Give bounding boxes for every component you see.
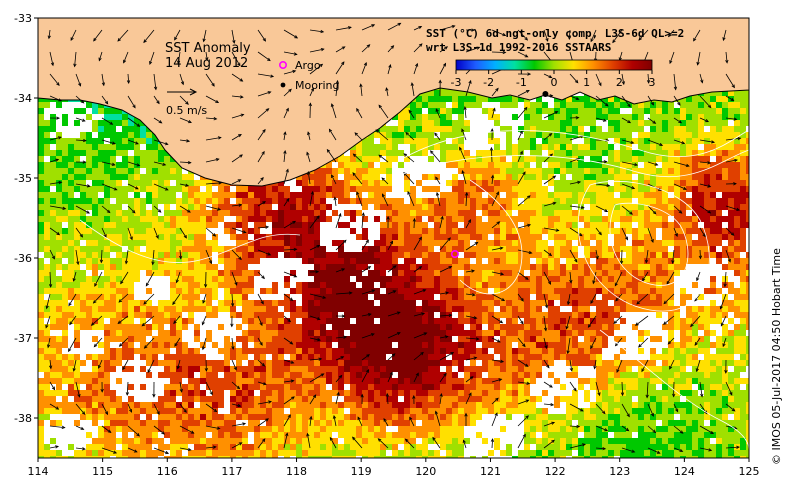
x-tick-label: 116 (157, 465, 178, 478)
colorbar: -3 -2 -1 0 1 2 3 (451, 59, 656, 89)
y-tick-label: -37 (14, 332, 32, 345)
map-date: 14 Aug 2012 (165, 56, 248, 71)
y-tick-label: -34 (14, 92, 32, 105)
vector-scale-label: 0.5 m/s (166, 104, 207, 117)
header-line-2: wrt L3S-1d 1992-2016 SSTAARS (426, 41, 611, 54)
mooring-legend-label: Mooring (295, 79, 339, 92)
y-tick-label: -35 (14, 172, 32, 185)
header-line-1: SST (°C) 6d ngt-only comp, L3S-6d QL>=2 (426, 27, 684, 40)
colorbar-tick-label: -1 (516, 76, 527, 89)
x-tick-label: 118 (286, 465, 307, 478)
x-tick-label: 121 (480, 465, 501, 478)
x-tick-label: 115 (92, 465, 113, 478)
y-tick-label: -36 (14, 252, 32, 265)
x-tick-label: 125 (739, 465, 760, 478)
y-tick-label: -38 (14, 412, 32, 425)
vector-scale-arrowhead-icon (189, 88, 198, 96)
colorbar-tick-label: -3 (451, 76, 462, 89)
point-legend: Argo Mooring (278, 59, 339, 92)
current-vectors (45, 22, 742, 455)
x-tick-label: 120 (415, 465, 436, 478)
colorbar-ticks: -3 -2 -1 0 1 2 3 (451, 70, 656, 89)
argo-float-marker (450, 250, 459, 259)
vector-scale: 0.5 m/s (166, 88, 207, 117)
colorbar-tick-label: 3 (649, 76, 656, 89)
x-tick-label: 124 (674, 465, 695, 478)
y-tick-label: -33 (14, 12, 32, 25)
x-tick-label: 122 (545, 465, 566, 478)
x-tick-label: 117 (221, 465, 242, 478)
colorbar-gradient (455, 59, 653, 71)
colorbar-tick-label: 0 (551, 76, 558, 89)
argo-legend-icon (278, 60, 287, 69)
map-title: SST Anomaly (165, 41, 251, 56)
x-tick-label: 119 (351, 465, 372, 478)
latitude-axis: -33 -34 -35 -36 -37 -38 (14, 12, 38, 425)
credit-text: © IMOS 05-Jul-2017 04:50 Hobart Time (770, 248, 783, 465)
x-tick-label: 123 (609, 465, 630, 478)
colorbar-tick-label: -2 (483, 76, 494, 89)
colorbar-tick-label: 1 (583, 76, 590, 89)
colorbar-tick-label: 2 (616, 76, 623, 89)
x-tick-label: 114 (28, 465, 49, 478)
argo-legend-label: Argo (295, 59, 321, 72)
contour-lines (79, 129, 749, 451)
plot-frame (37, 17, 750, 459)
mooring-marker (542, 91, 549, 97)
mooring-legend-icon (280, 82, 286, 88)
plot-area (38, 18, 749, 458)
longitude-axis: 114 115 116 117 118 119 120 121 122 123 124 125 (28, 458, 760, 478)
